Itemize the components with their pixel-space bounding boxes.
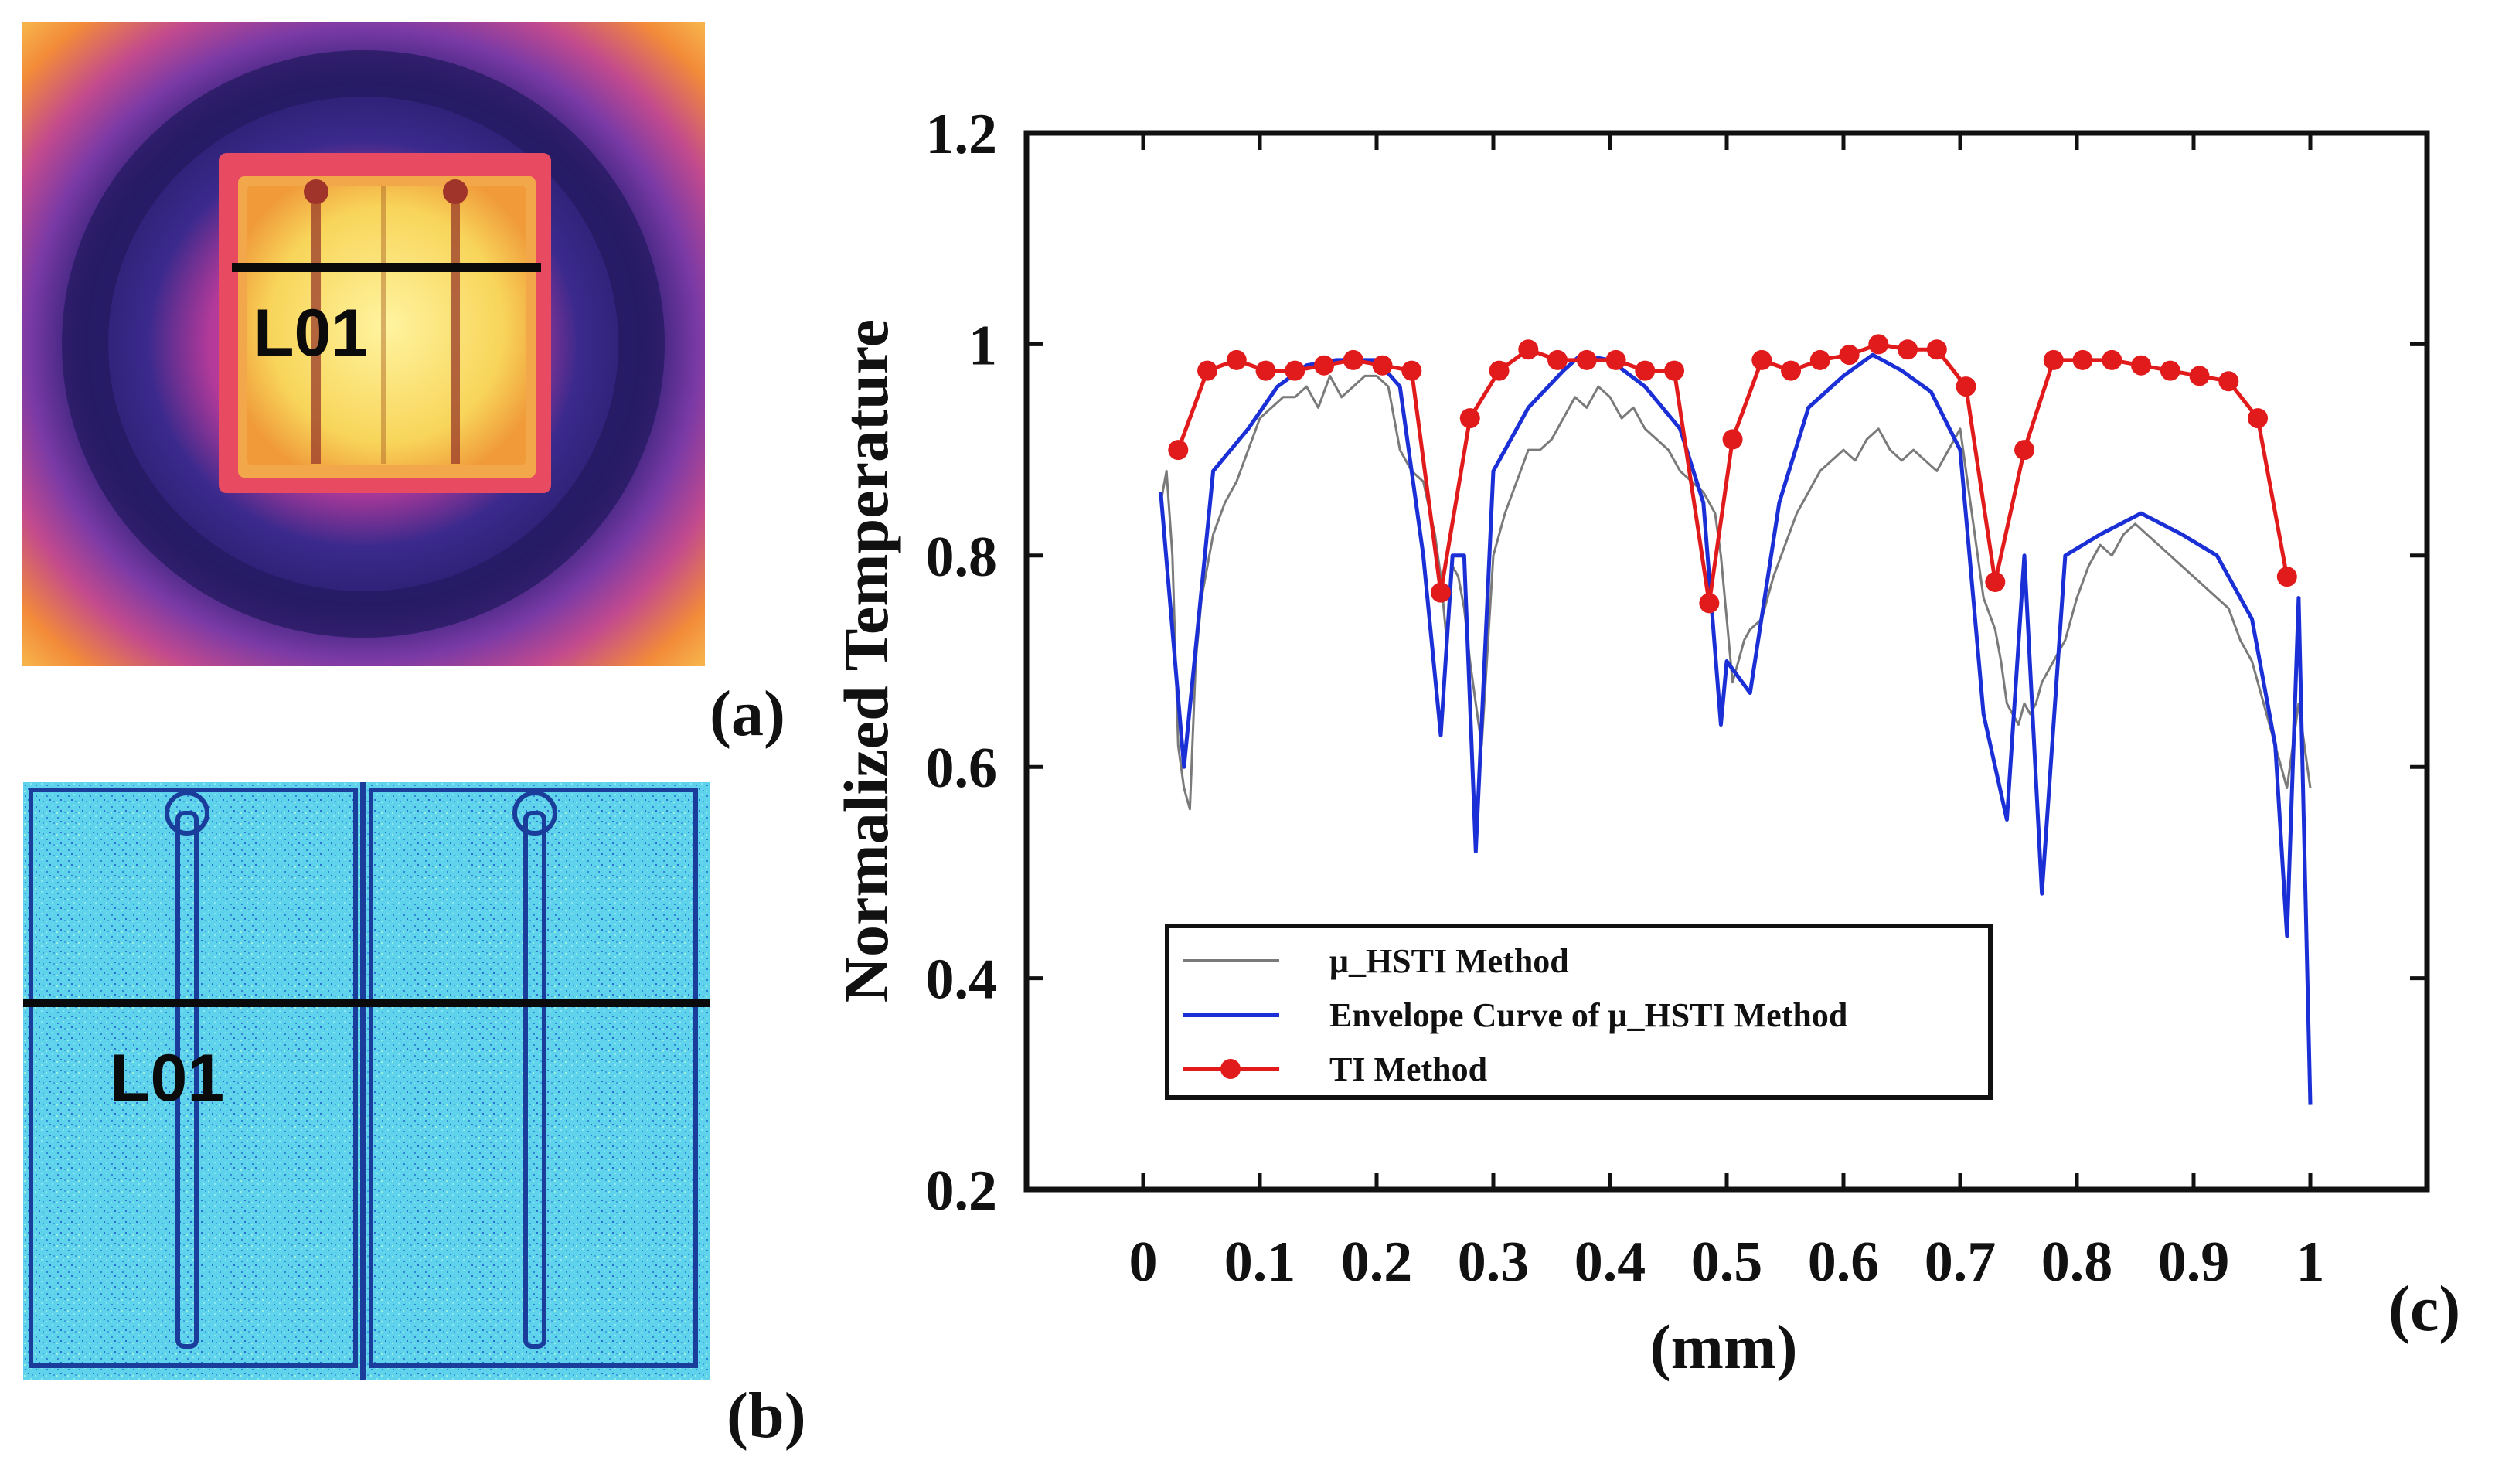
ti-marker xyxy=(1635,360,1656,381)
ti-marker xyxy=(2189,366,2210,386)
panel-label-c: (c) xyxy=(2388,1273,2461,1345)
ti-marker xyxy=(2072,349,2093,370)
ti-marker xyxy=(1547,349,1568,370)
ti-marker xyxy=(2276,567,2297,587)
ti-marker xyxy=(1255,360,1276,381)
ti-marker xyxy=(2131,355,2152,376)
ti-marker xyxy=(1605,349,1626,370)
ti-marker xyxy=(2160,360,2180,381)
ti-marker xyxy=(1431,582,1452,603)
ti-marker xyxy=(1839,345,1860,366)
panel-label-a: (a) xyxy=(710,678,785,750)
legend-label-hsti: μ_HSTI Method xyxy=(1329,942,1569,980)
thermal-image-b: L01 xyxy=(23,782,710,1380)
y-tick-label: 0.6 xyxy=(926,737,998,800)
x-tick-label: 0.3 xyxy=(1458,1230,1530,1294)
y-tick-label: 0.4 xyxy=(926,948,998,1012)
thermal-image-a-graphic: L01 xyxy=(22,22,705,666)
x-tick-label: 0.4 xyxy=(1574,1230,1646,1294)
y-tick-labels: 0.2 0.4 0.6 0.8 1 1.2 xyxy=(926,103,998,1223)
y-tick-label: 0.8 xyxy=(926,526,998,589)
series-line-envelope xyxy=(1159,352,2313,1105)
x-tick-label: 0.6 xyxy=(1808,1230,1880,1294)
ti-marker xyxy=(2102,349,2122,370)
x-tick-label: 0.2 xyxy=(1341,1230,1413,1294)
legend-box xyxy=(1165,924,1993,1100)
legend-label-ti: TI Method xyxy=(1329,1050,1487,1088)
ti-marker xyxy=(1518,339,1539,360)
legend-label-envelope: Envelope Curve of μ_HSTI Method xyxy=(1329,996,1847,1034)
series-layer xyxy=(1159,334,2313,1105)
ti-marker xyxy=(1401,360,1422,381)
x-tick-labels: 0 0.1 0.2 0.3 0.4 0.5 0.6 0.7 0.8 0.9 1 xyxy=(1129,1230,2325,1294)
ti-marker xyxy=(1809,349,1830,370)
ti-marker xyxy=(1459,408,1480,429)
ti-marker xyxy=(1226,349,1247,370)
x-tick-label: 0.9 xyxy=(2158,1230,2230,1294)
ti-marker xyxy=(2218,371,2239,392)
panel-label-b: (b) xyxy=(727,1380,806,1452)
ti-marker xyxy=(1576,349,1597,370)
y-tick-label: 1 xyxy=(968,314,997,377)
thermal-image-a: L01 xyxy=(22,22,705,666)
ti-marker xyxy=(1868,334,1889,355)
thermal-image-b-graphic: L01 xyxy=(23,782,710,1380)
ti-marker xyxy=(2043,349,2064,370)
ti-marker xyxy=(1372,355,1393,376)
ti-marker xyxy=(1699,593,1720,614)
legend: μ_HSTI Method Envelope Curve of μ_HSTI M… xyxy=(1165,924,1993,1100)
x-tick-label: 0.8 xyxy=(2041,1230,2113,1294)
x-tick-label: 0.7 xyxy=(1925,1230,1996,1294)
ti-marker xyxy=(1956,376,1976,397)
legend-marker-ti xyxy=(1220,1059,1241,1079)
x-tick-label: 0.5 xyxy=(1691,1230,1763,1294)
ti-marker xyxy=(1197,360,1218,381)
y-tick-label: 0.2 xyxy=(926,1159,998,1223)
y-tick-label: 1.2 xyxy=(926,103,998,166)
axis-ticks xyxy=(1026,131,2427,1192)
ti-marker xyxy=(1722,429,1743,450)
ti-marker xyxy=(2248,408,2269,429)
ti-marker xyxy=(1168,440,1189,461)
ti-marker xyxy=(2014,440,2035,461)
series-line-hsti xyxy=(1159,374,2312,811)
ti-marker xyxy=(1926,339,1947,360)
x-tick-label: 1 xyxy=(2296,1230,2325,1294)
y-axis-title: Normalized Temperature xyxy=(831,319,901,1002)
x-tick-label: 0 xyxy=(1129,1230,1158,1294)
ti-marker xyxy=(1781,360,1802,381)
x-tick-label: 0.1 xyxy=(1224,1230,1296,1294)
ti-marker xyxy=(1751,349,1772,370)
ti-marker xyxy=(1489,360,1510,381)
ti-marker xyxy=(1898,339,1918,360)
ti-marker xyxy=(1664,360,1685,381)
ti-marker xyxy=(1343,349,1363,370)
ti-marker xyxy=(1985,571,2006,592)
line-label-a: L01 xyxy=(254,296,368,370)
ti-marker xyxy=(1314,355,1335,376)
series-line-ti xyxy=(1176,342,2289,605)
x-axis-title: (mm) xyxy=(1649,1312,1797,1382)
ti-marker xyxy=(1285,360,1305,381)
line-label-b: L01 xyxy=(110,1041,224,1115)
